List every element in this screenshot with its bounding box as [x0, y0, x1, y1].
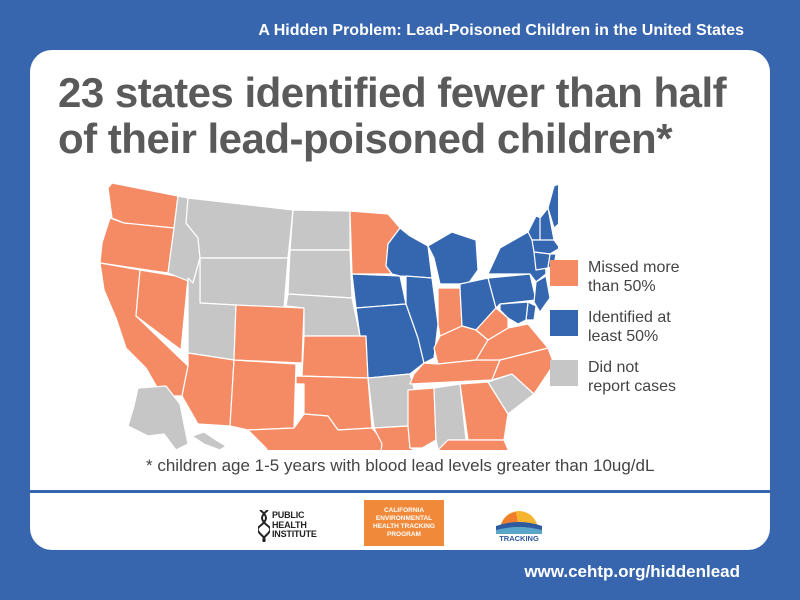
state-hi — [191, 431, 227, 450]
us-map — [88, 178, 558, 450]
state-co — [233, 304, 305, 364]
phi-logo-text: PUBLIC HEALTH INSTITUTE — [272, 510, 317, 539]
headline: 23 states identified fewer than half of … — [58, 69, 727, 162]
sunrise-icon — [496, 511, 542, 534]
state-ga — [459, 381, 509, 441]
state-tn — [409, 359, 501, 385]
legend: Missed more than 50% Identified at least… — [550, 258, 760, 408]
legend-item-missed: Missed more than 50% — [550, 258, 760, 296]
legend-label-not-reported: Did not report cases — [588, 359, 677, 395]
cehtp-logo: CALIFORNIA ENVIRONMENTAL HEALTH TRACKING… — [364, 500, 444, 546]
state-wv — [475, 307, 509, 341]
state-tx — [247, 413, 385, 450]
state-fl — [437, 439, 509, 450]
state-wy — [199, 257, 289, 309]
state-sd — [287, 249, 353, 299]
footer-url[interactable]: www.cehtp.org/hiddenlead — [524, 562, 740, 581]
legend-label-missed: Missed more than 50% — [588, 259, 680, 295]
dna-helix-icon — [258, 510, 270, 542]
public-health-institute-logo: PUBLIC HEALTH INSTITUTE — [258, 510, 328, 544]
legend-swatch-identified — [550, 310, 578, 336]
state-il — [405, 275, 439, 364]
legend-swatch-missed — [550, 260, 578, 286]
state-nm — [229, 359, 297, 431]
state-ms — [407, 387, 437, 449]
tracking-logo-text: TRACKING — [499, 534, 539, 543]
tracking-logo: TRACKING — [494, 504, 544, 546]
state-mt — [185, 197, 294, 259]
state-nj — [533, 275, 551, 313]
state-ma — [531, 239, 558, 255]
state-nv — [135, 269, 189, 351]
state-me — [547, 183, 558, 229]
state-mi — [427, 231, 479, 285]
legend-item-identified: Identified at least 50% — [550, 308, 760, 346]
state-ia — [351, 273, 407, 309]
legend-item-not-reported: Did not report cases — [550, 358, 760, 396]
banner-title: A Hidden Problem: Lead-Poisoned Children… — [258, 22, 744, 39]
infographic-card: 23 states identified fewer than half of … — [30, 50, 770, 550]
state-pa — [487, 273, 537, 309]
state-ks — [301, 335, 369, 379]
divider — [30, 490, 770, 493]
footnote: * children age 1-5 years with blood lead… — [146, 456, 655, 475]
state-ar — [367, 373, 415, 429]
state-az — [181, 352, 235, 427]
logo-row: PUBLIC HEALTH INSTITUTE CALIFORNIA ENVIR… — [30, 498, 770, 550]
state-ak — [127, 385, 189, 450]
legend-swatch-not-reported — [550, 360, 578, 386]
legend-label-identified: Identified at least 50% — [588, 309, 671, 345]
state-md — [499, 301, 529, 325]
state-nd — [289, 209, 351, 251]
